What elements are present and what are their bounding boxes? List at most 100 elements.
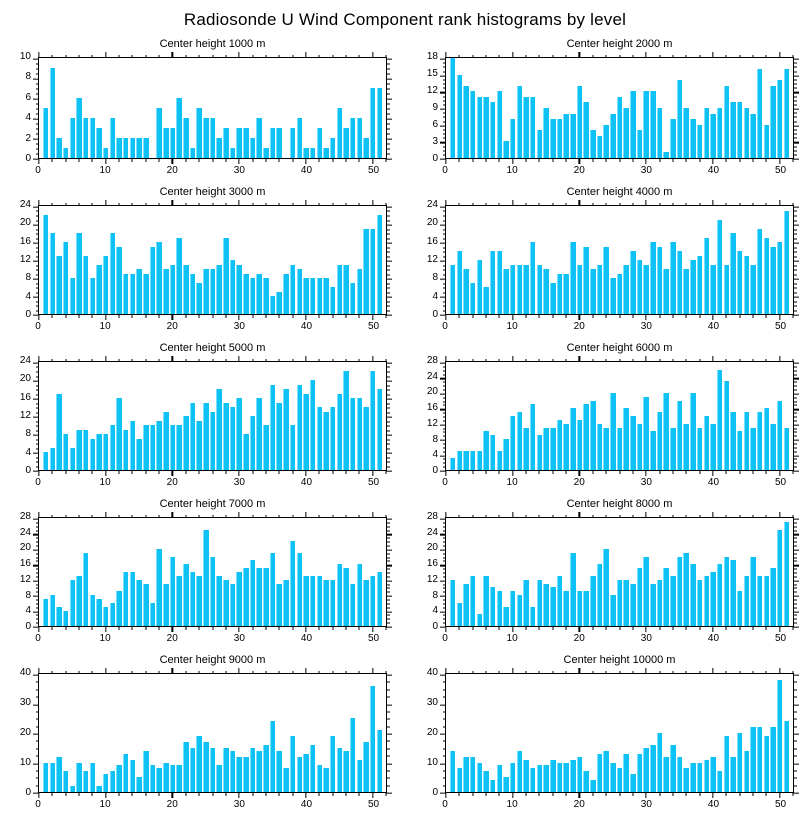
- y-minor-tick: [386, 407, 390, 409]
- histogram-bar: [690, 119, 696, 158]
- histogram-bar: [756, 69, 763, 158]
- y-minor-tick: [793, 420, 797, 422]
- y-minor-tick: [793, 287, 797, 289]
- x-minor-tick: [212, 670, 213, 674]
- y-minor-tick: [442, 622, 446, 624]
- histogram-bar: [343, 128, 349, 158]
- y-minor-tick: [793, 79, 797, 81]
- x-minor-tick: [672, 54, 674, 58]
- x-minor-tick: [385, 514, 387, 518]
- x-major-tick: [105, 792, 107, 798]
- y-minor-tick: [442, 599, 446, 601]
- y-minor-tick: [793, 537, 797, 539]
- histogram-bar: [536, 765, 543, 792]
- y-minor-tick: [442, 238, 446, 239]
- x-major-tick: [38, 792, 40, 798]
- x-minor-tick: [485, 314, 487, 318]
- histogram-bar: [69, 447, 76, 470]
- histogram-bar: [296, 269, 302, 314]
- histogram-bar: [710, 756, 716, 792]
- x-minor-tick: [278, 626, 280, 630]
- x-minor-tick: [565, 54, 567, 58]
- x-minor-tick: [792, 358, 794, 362]
- x-minor-tick: [725, 670, 727, 674]
- histogram-bar: [276, 128, 282, 158]
- y-minor-tick: [386, 448, 390, 449]
- y-minor-tick: [35, 545, 39, 547]
- subplot-title: Center height 5000 m: [159, 342, 266, 354]
- x-minor-tick: [158, 202, 160, 206]
- x-tick-label: 30: [640, 799, 652, 810]
- histogram-bar: [656, 733, 663, 792]
- y-minor-tick: [442, 220, 446, 221]
- x-minor-tick: [345, 158, 347, 162]
- y-major-tick: [33, 296, 39, 298]
- y-minor-tick: [442, 435, 446, 437]
- y-minor-tick: [386, 403, 390, 404]
- y-major-tick: [33, 626, 39, 628]
- y-major-tick: [386, 224, 392, 226]
- histogram-bar: [329, 407, 336, 470]
- histogram-bar: [523, 427, 529, 470]
- y-minor-tick: [35, 310, 39, 311]
- y-major-tick: [440, 611, 446, 613]
- y-minor-tick: [35, 394, 39, 395]
- x-major-tick: [38, 512, 40, 518]
- y-minor-tick: [386, 718, 390, 720]
- y-minor-tick: [793, 412, 797, 414]
- x-minor-tick: [725, 470, 727, 474]
- histogram-bar: [550, 587, 556, 626]
- y-axis-labels: 0 4 8 12 16 20 24: [8, 200, 38, 320]
- x-major-tick: [38, 626, 40, 632]
- y-minor-tick: [793, 310, 797, 311]
- x-minor-tick: [51, 792, 53, 796]
- histogram-bar: [169, 264, 176, 314]
- y-minor-tick: [793, 247, 797, 248]
- histogram-bar: [743, 750, 750, 792]
- histogram-bar: [343, 750, 349, 792]
- x-tick-label: 0: [35, 799, 41, 810]
- y-minor-tick: [386, 215, 390, 217]
- y-minor-tick: [793, 397, 797, 399]
- x-minor-tick: [91, 54, 93, 58]
- y-minor-tick: [442, 541, 446, 543]
- x-minor-tick: [565, 202, 567, 206]
- histogram-bar: [449, 750, 456, 792]
- x-minor-tick: [565, 314, 567, 318]
- histogram-bar: [349, 118, 356, 158]
- y-axis-labels: 0 4 8 12 16 20 24: [415, 200, 445, 320]
- histogram-bar: [503, 777, 509, 792]
- histogram-bar: [696, 579, 703, 626]
- y-major-tick: [440, 278, 446, 280]
- histogram-bar: [469, 450, 476, 470]
- histogram-bar: [363, 741, 369, 792]
- x-minor-tick: [498, 514, 500, 518]
- x-minor-tick: [525, 670, 527, 674]
- x-minor-tick: [358, 792, 360, 796]
- histogram-bar: [650, 242, 656, 314]
- histogram-bar: [376, 389, 383, 470]
- histogram-bar: [556, 575, 563, 626]
- histogram-bar: [96, 128, 102, 158]
- y-major-tick: [440, 108, 446, 110]
- x-minor-tick: [225, 314, 227, 318]
- histogram-bar: [116, 765, 122, 792]
- y-major-tick: [440, 626, 446, 628]
- x-major-tick: [445, 512, 447, 518]
- y-minor-tick: [442, 545, 446, 547]
- y-tick-label: 3: [432, 136, 438, 148]
- histogram-bar: [663, 392, 669, 470]
- y-minor-tick: [442, 71, 446, 72]
- histogram-bar: [89, 278, 96, 314]
- x-tick-label: 40: [707, 321, 720, 332]
- y-minor-tick: [442, 301, 446, 302]
- y-minor-tick: [35, 292, 39, 293]
- histogram-bar: [303, 753, 309, 792]
- x-minor-tick: [632, 470, 634, 474]
- y-tick-label: 20: [426, 542, 438, 554]
- x-minor-tick: [659, 202, 661, 206]
- y-tick-label: 6: [25, 91, 31, 103]
- y-minor-tick: [793, 66, 797, 68]
- x-minor-tick: [458, 358, 460, 362]
- y-major-tick: [793, 626, 799, 628]
